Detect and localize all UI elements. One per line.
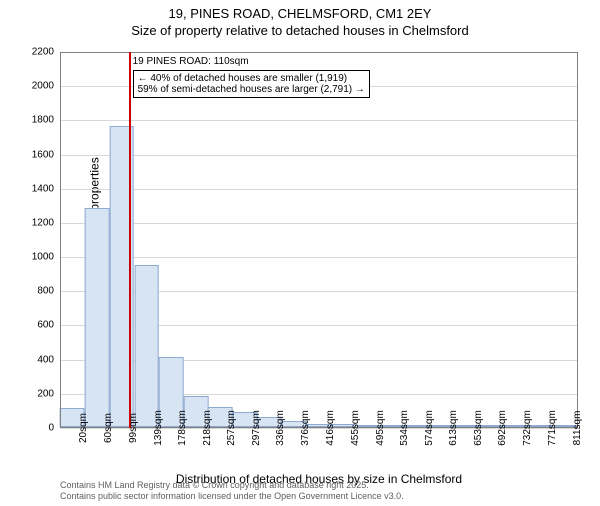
x-tick-label: 60sqm (97, 413, 114, 443)
license-text: Contains HM Land Registry data © Crown c… (60, 480, 404, 503)
x-tick-label: 139sqm (147, 410, 164, 446)
gridline (60, 120, 578, 121)
y-tick-label: 1800 (32, 115, 60, 126)
callout-line-larger: 59% of semi-detached houses are larger (… (138, 84, 365, 95)
x-tick-label: 732sqm (516, 410, 533, 446)
gridline (60, 257, 578, 258)
x-tick-label: 692sqm (491, 410, 508, 446)
x-tick-label: 297sqm (245, 410, 262, 446)
x-tick-label: 574sqm (418, 410, 435, 446)
x-tick-label: 495sqm (369, 410, 386, 446)
callout-line-smaller: ← 40% of detached houses are smaller (1,… (138, 73, 365, 84)
license-line1: Contains HM Land Registry data © Crown c… (60, 480, 404, 491)
x-tick-label: 20sqm (72, 413, 89, 443)
y-tick-label: 600 (37, 320, 60, 331)
histogram-bar (134, 265, 159, 427)
gridline (60, 155, 578, 156)
y-tick-label: 800 (37, 286, 60, 297)
y-tick-label: 1000 (32, 252, 60, 263)
gridline (60, 52, 578, 53)
x-tick-label: 178sqm (171, 410, 188, 446)
x-tick-label: 376sqm (294, 410, 311, 446)
y-tick-label: 0 (48, 423, 60, 434)
x-tick-label: 613sqm (442, 410, 459, 446)
x-tick-label: 811sqm (566, 411, 583, 446)
histogram-bar (85, 208, 110, 427)
x-tick-label: 771sqm (541, 410, 558, 446)
x-tick-label: 416sqm (319, 410, 336, 446)
sub-title: Size of property relative to detached ho… (0, 23, 600, 38)
x-tick-label: 455sqm (344, 410, 361, 446)
x-tick-label: 653sqm (467, 410, 484, 446)
main-title: 19, PINES ROAD, CHELMSFORD, CM1 2EY (0, 6, 600, 21)
y-tick-label: 1200 (32, 217, 60, 228)
x-tick-label: 257sqm (220, 410, 237, 446)
marker-callout: ← 40% of detached houses are smaller (1,… (133, 70, 370, 98)
property-marker-line (129, 52, 131, 428)
y-tick-label: 2000 (32, 81, 60, 92)
y-tick-label: 200 (37, 388, 60, 399)
y-tick-label: 1400 (32, 183, 60, 194)
y-axis-line (60, 52, 61, 428)
license-line2: Contains public sector information licen… (60, 491, 404, 502)
y-tick-label: 2200 (32, 47, 60, 58)
marker-title: 19 PINES ROAD: 110sqm (133, 56, 249, 67)
y-tick-label: 400 (37, 354, 60, 365)
x-tick-label: 336sqm (269, 410, 286, 446)
x-tick-label: 534sqm (393, 410, 410, 446)
x-tick-label: 218sqm (196, 410, 213, 446)
gridline (60, 189, 578, 190)
y-tick-label: 1600 (32, 149, 60, 160)
histogram-plot: Number of detached properties 19 PINES R… (60, 52, 578, 428)
x-tick-label: 99sqm (122, 413, 139, 443)
gridline (60, 223, 578, 224)
